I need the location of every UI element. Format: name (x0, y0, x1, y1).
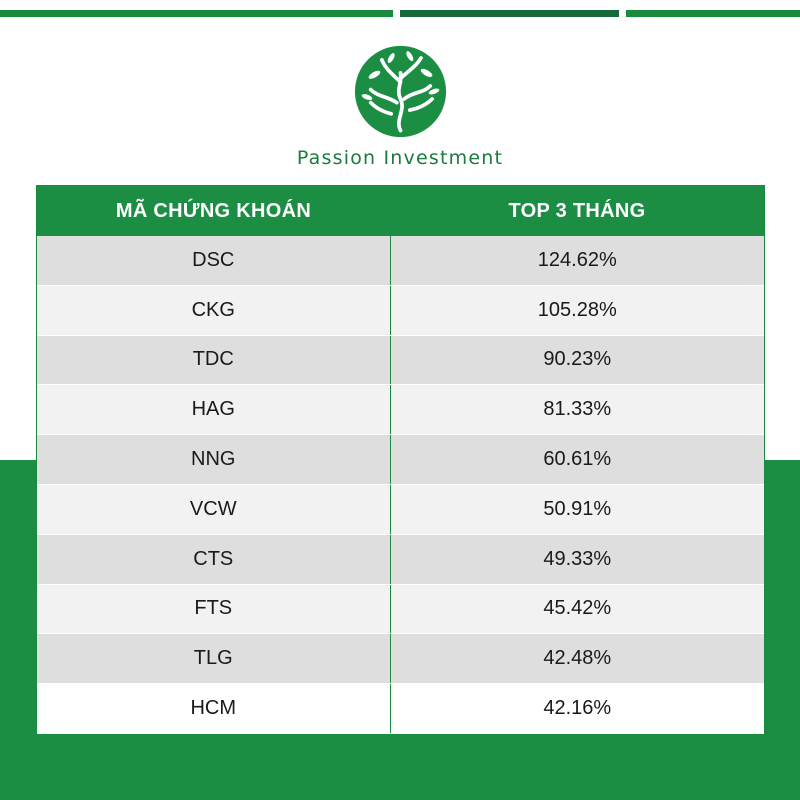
table-row: FTS 45.42% (37, 584, 764, 635)
top-accent-bar-right (626, 10, 800, 17)
table-row: TLG 42.48% (37, 633, 764, 685)
table-row: HCM 42.16% (37, 683, 764, 734)
header-stock-code: MÃ CHỨNG KHOÁN (37, 186, 390, 236)
stock-code-cell: NNG (37, 434, 391, 485)
stock-code-cell: DSC (37, 236, 391, 286)
return-value-cell: 81.33% (390, 384, 764, 436)
return-value-cell: 90.23% (390, 335, 764, 386)
return-value-cell: 45.42% (390, 584, 764, 635)
return-value-cell: 50.91% (390, 484, 764, 535)
top-accent-bar-middle (400, 10, 619, 17)
ranking-table: MÃ CHỨNG KHOÁN TOP 3 THÁNG DSC 124.62% C… (36, 185, 765, 734)
table-row: DSC 124.62% (37, 236, 764, 286)
stock-code-cell: HAG (37, 384, 391, 436)
header-top-3-months: TOP 3 THÁNG (390, 186, 764, 236)
tree-logo-icon (354, 45, 447, 138)
stock-code-cell: FTS (37, 584, 391, 635)
stock-code-cell: TDC (37, 335, 391, 386)
stock-code-cell: TLG (37, 633, 391, 685)
table-row: NNG 60.61% (37, 434, 764, 485)
table-row: HAG 81.33% (37, 384, 764, 436)
return-value-cell: 42.16% (390, 683, 764, 734)
table-header-row: MÃ CHỨNG KHOÁN TOP 3 THÁNG (37, 186, 764, 236)
return-value-cell: 49.33% (390, 534, 764, 585)
stock-code-cell: CKG (37, 285, 391, 336)
return-value-cell: 42.48% (390, 633, 764, 685)
return-value-cell: 105.28% (390, 285, 764, 336)
return-value-cell: 124.62% (390, 236, 764, 286)
stock-code-cell: VCW (37, 484, 391, 535)
return-value-cell: 60.61% (390, 434, 764, 485)
top-accent-bar-left (0, 10, 393, 17)
table-row: CKG 105.28% (37, 285, 764, 336)
table-row: TDC 90.23% (37, 335, 764, 386)
table-row: VCW 50.91% (37, 484, 764, 535)
stock-code-cell: HCM (37, 683, 391, 734)
table-row: CTS 49.33% (37, 534, 764, 585)
brand-name: Passion Investment (296, 147, 504, 169)
stock-code-cell: CTS (37, 534, 391, 585)
